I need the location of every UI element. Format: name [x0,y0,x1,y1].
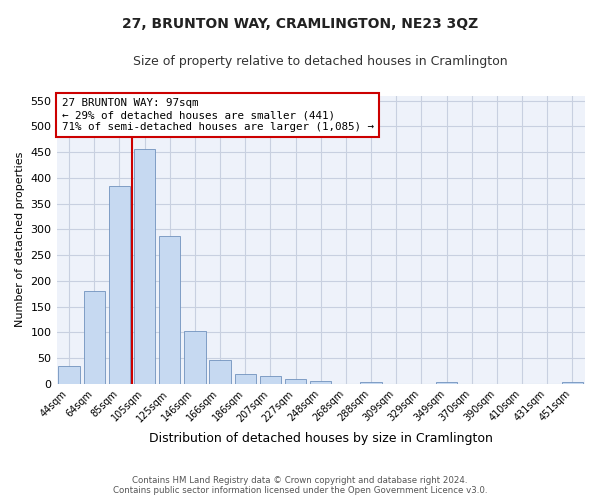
Text: Contains HM Land Registry data © Crown copyright and database right 2024.
Contai: Contains HM Land Registry data © Crown c… [113,476,487,495]
Bar [83,290,105,384]
Bar [159,236,181,384]
Text: 27, BRUNTON WAY, CRAMLINGTON, NE23 3QZ: 27, BRUNTON WAY, CRAMLINGTON, NE23 3QZ [122,18,478,32]
Bar [134,149,155,384]
Bar [285,379,307,384]
Title: Size of property relative to detached houses in Cramlington: Size of property relative to detached ho… [133,55,508,68]
Y-axis label: Number of detached properties: Number of detached properties [15,152,25,328]
Bar [260,376,281,384]
Text: 27 BRUNTON WAY: 97sqm
← 29% of detached houses are smaller (441)
71% of semi-det: 27 BRUNTON WAY: 97sqm ← 29% of detached … [62,98,374,132]
Bar [184,331,206,384]
Bar [310,381,331,384]
Bar [109,186,130,384]
Bar [436,382,457,384]
Bar [361,382,382,384]
Bar [209,360,231,384]
Bar [562,382,583,384]
X-axis label: Distribution of detached houses by size in Cramlington: Distribution of detached houses by size … [149,432,493,445]
Bar [58,366,80,384]
Bar [235,374,256,384]
